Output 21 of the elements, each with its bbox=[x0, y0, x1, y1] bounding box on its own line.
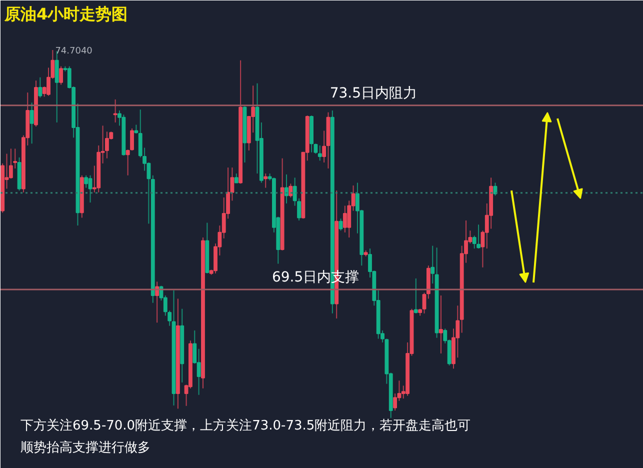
candlestick bbox=[439, 294, 443, 354]
candlestick bbox=[30, 102, 34, 144]
candlestick bbox=[88, 174, 92, 204]
candlestick bbox=[288, 183, 293, 198]
annotation: 顺势抬高支撑进行做多 bbox=[20, 440, 150, 456]
candlestick bbox=[318, 144, 322, 162]
candlestick bbox=[59, 66, 63, 86]
candlestick bbox=[264, 173, 268, 188]
candlestick bbox=[430, 245, 435, 284]
candlestick bbox=[38, 76, 42, 98]
candlestick bbox=[476, 224, 481, 250]
chart-title: 原油4小时走势图 bbox=[4, 4, 128, 24]
candlestick bbox=[113, 98, 118, 123]
candlestick bbox=[84, 174, 88, 188]
candlestick bbox=[284, 174, 288, 204]
candlestick bbox=[414, 278, 418, 314]
candlestick bbox=[234, 173, 238, 184]
candlestick bbox=[342, 205, 347, 233]
annotation: 下方关注69.5-70.0附近支撑，上方关注73.0-73.5附近阻力，若开盘走高也可 bbox=[20, 418, 471, 434]
annotation: 74.7040 bbox=[55, 46, 93, 57]
ref-line-label: 73.5日内阻力 bbox=[330, 85, 418, 102]
